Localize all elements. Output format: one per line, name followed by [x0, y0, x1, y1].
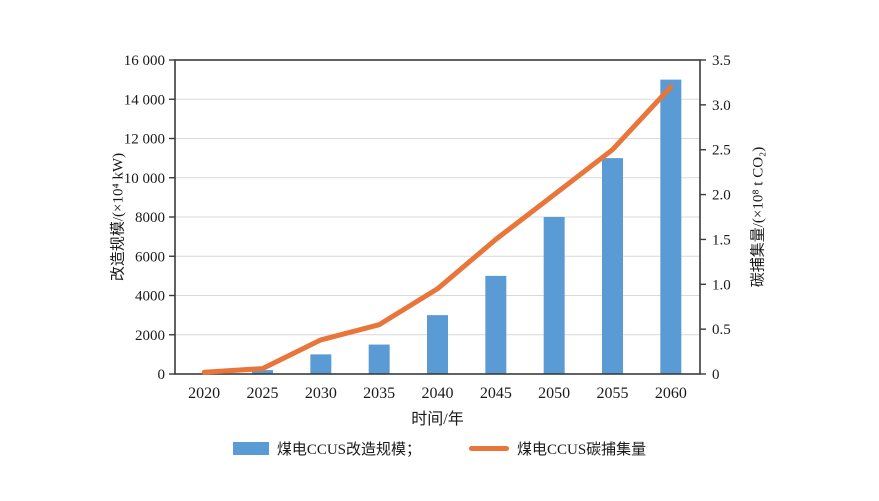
legend-item-bar-series: 煤电CCUS改造规模； [232, 438, 421, 459]
right-tick-label: 3.0 [712, 98, 731, 114]
left-tick-label: 10 000 [124, 171, 165, 187]
left-tick-label: 14 000 [124, 92, 165, 108]
legend: 煤电CCUS改造规模； 煤电CCUS碳捕集量 [0, 438, 879, 459]
legend-item-line-series: 煤电CCUS碳捕集量 [469, 438, 646, 459]
left-tick-label: 0 [158, 367, 166, 383]
left-y-axis-title: 改造规模/(×10⁴ kW) [110, 152, 127, 282]
left-tick-label: 8000 [135, 210, 165, 226]
x-axis-title: 时间/年 [411, 411, 464, 428]
right-tick-label: 2.0 [712, 188, 731, 204]
line-series-swatch [469, 446, 509, 451]
left-tick-label: 12 000 [124, 132, 165, 148]
bar-2050 [543, 217, 565, 374]
x-tick-label: 2030 [305, 385, 337, 402]
x-tick-label: 2035 [363, 385, 395, 402]
x-tick-label: 2045 [480, 385, 512, 402]
line-series [201, 84, 674, 375]
x-tick-label: 2055 [597, 385, 629, 402]
bar-2040 [427, 315, 448, 374]
right-tick-label: 2.5 [712, 143, 731, 159]
right-tick-label: 0 [712, 367, 720, 383]
left-tick-label: 4000 [135, 289, 165, 305]
x-tick-label: 2050 [538, 385, 570, 402]
left-tick-label: 6000 [135, 249, 165, 265]
bar-2035 [368, 344, 390, 374]
bar-series-swatch [232, 442, 269, 455]
x-tick-label: 2040 [422, 385, 454, 402]
right-tick-label: 3.5 [712, 53, 731, 69]
x-tick-label: 2060 [655, 385, 687, 402]
bar-2025 [252, 370, 273, 374]
bar-2030 [310, 354, 332, 374]
right-tick-label: 1.5 [712, 232, 731, 248]
right-tick-label: 0.5 [712, 322, 731, 338]
x-tick-label: 2025 [247, 385, 279, 402]
line-series-label: 煤电CCUS碳捕集量 [517, 442, 647, 458]
left-tick-label: 2000 [135, 328, 165, 344]
left-tick-label: 16 000 [124, 53, 165, 69]
bar-2060 [660, 79, 682, 374]
bar-2045 [485, 275, 507, 374]
right-tick-label: 1.0 [712, 277, 731, 293]
right-y-axis-title: 碳捕集量/(×10⁸ t CO₂) [750, 146, 767, 288]
bar-series-label: 煤电CCUS改造规模； [276, 442, 421, 458]
x-tick-label: 2020 [188, 385, 220, 402]
bar-2055 [602, 158, 623, 374]
